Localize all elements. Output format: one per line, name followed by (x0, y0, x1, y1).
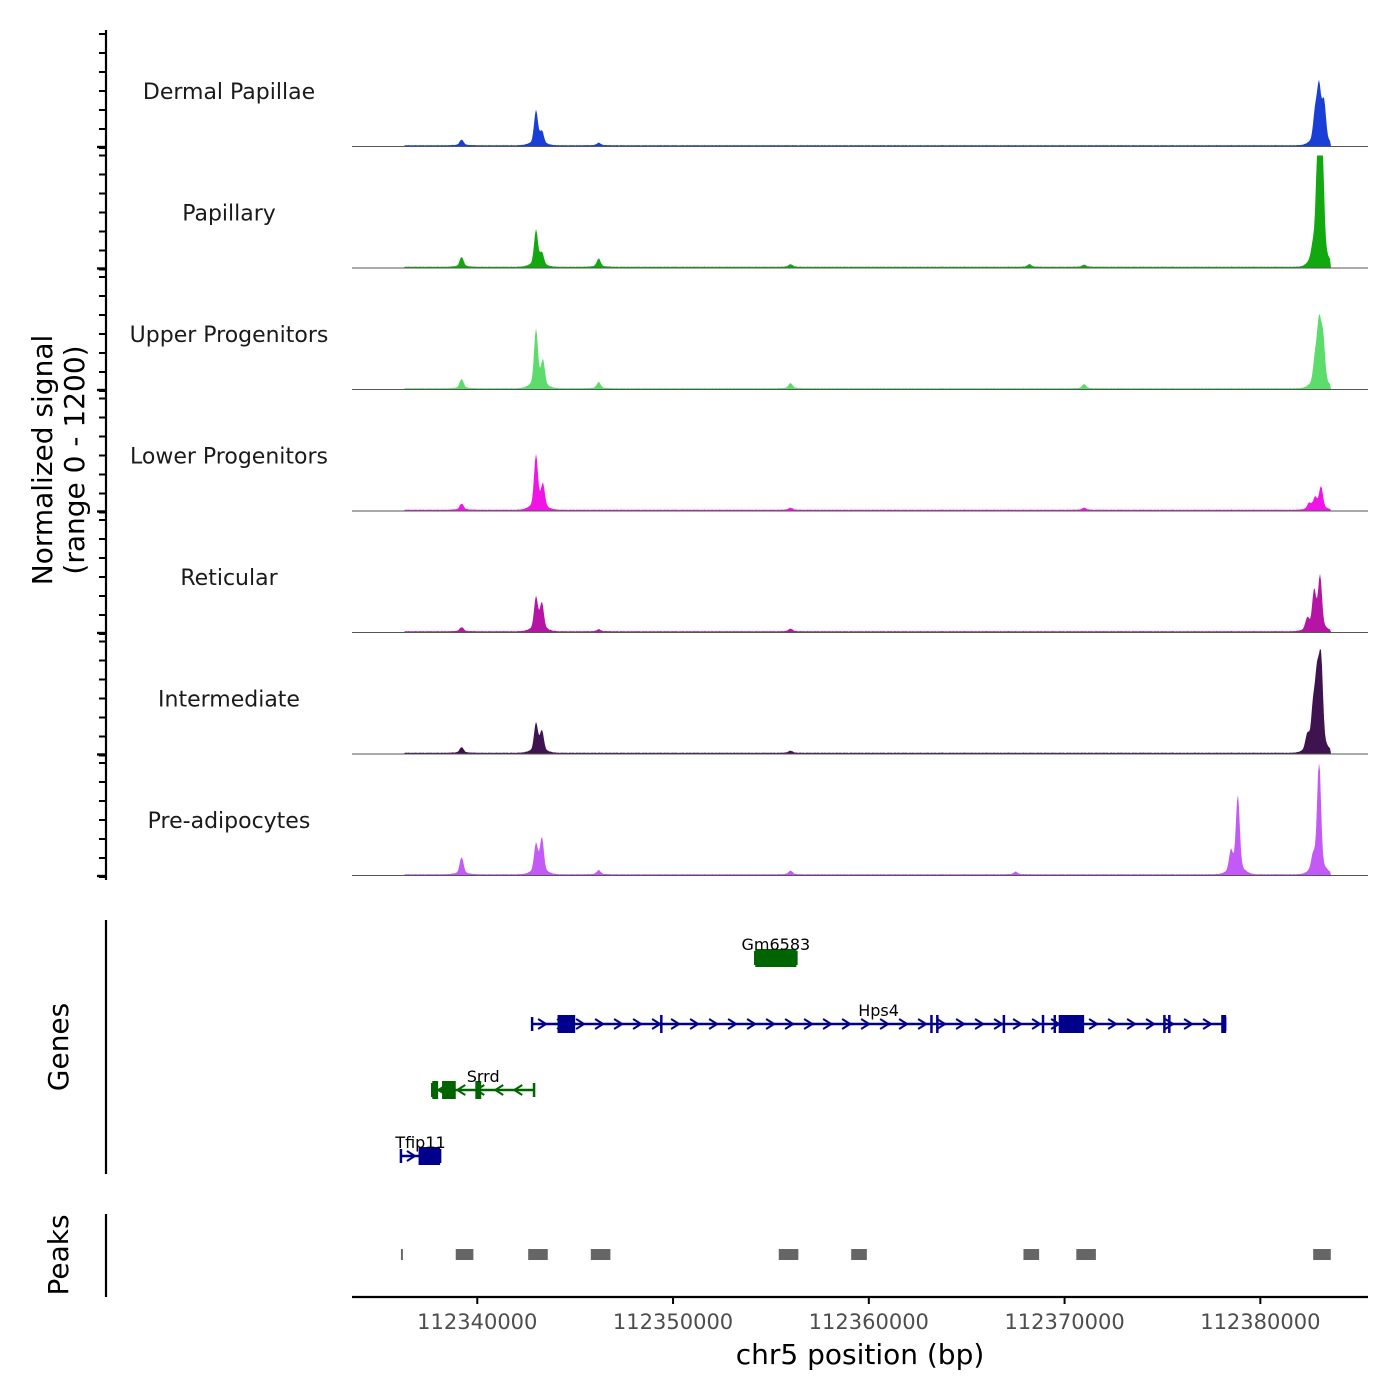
peak-region (1313, 1249, 1331, 1260)
track-label-lower-progenitors: Lower Progenitors (130, 445, 328, 470)
genes-track-title: Genes (42, 1003, 75, 1091)
peak-region (1023, 1249, 1040, 1260)
strand-arrow (493, 1084, 504, 1096)
strand-arrow (841, 1018, 852, 1030)
track-papillary: Papillary (182, 155, 1368, 269)
x-axis-title: chr5 position (bp) (736, 1338, 985, 1371)
strand-arrow (455, 1084, 466, 1096)
strand-arrow (784, 1018, 795, 1030)
gene-exon (432, 1081, 439, 1099)
track-lower-progenitors: Lower Progenitors (130, 445, 1368, 512)
gene-exon (442, 1081, 456, 1099)
strand-arrow (1183, 1018, 1194, 1030)
strand-arrow (955, 1018, 966, 1030)
peak-region (400, 1249, 403, 1260)
peak-region (851, 1249, 867, 1260)
strand-arrow (1126, 1018, 1137, 1030)
strand-arrow (917, 1018, 928, 1030)
gene-label-srrd: Srrd (467, 1067, 500, 1086)
strand-arrow (993, 1018, 1004, 1030)
peak-region (1076, 1249, 1096, 1260)
strand-arrow (1145, 1018, 1156, 1030)
track-dermal-papillae: Dermal Papillae (143, 79, 1368, 147)
strand-arrow (1107, 1018, 1118, 1030)
coverage-tracks: Dermal Papillae Papillary Upper Progenitor… (130, 79, 1368, 876)
strand-arrow (746, 1018, 757, 1030)
gene-exon (755, 949, 797, 967)
x-tick-label: 112360000 (809, 1310, 929, 1334)
strand-arrow (974, 1018, 985, 1030)
peak-region (528, 1249, 548, 1260)
gene-gm6583: Gm6583 (741, 935, 810, 967)
strand-arrow (594, 1018, 605, 1030)
peak-region (590, 1249, 611, 1260)
strand-arrow (1088, 1018, 1099, 1030)
gene-exon (557, 1015, 576, 1033)
strand-arrow (708, 1018, 719, 1030)
gene-exon (418, 1147, 441, 1165)
gene-hps4: Hps4 (530, 1001, 1227, 1033)
track-label-intermediate: Intermediate (158, 688, 300, 713)
strand-arrow (898, 1018, 909, 1030)
peak-region (778, 1249, 799, 1260)
x-tick-label: 112350000 (613, 1310, 733, 1334)
x-tick-label: 112370000 (1004, 1310, 1124, 1334)
strand-arrow (512, 1084, 523, 1096)
strand-arrow (727, 1018, 738, 1030)
strand-arrow (1164, 1018, 1175, 1030)
track-label-papillary: Papillary (182, 202, 276, 227)
strand-arrow (689, 1018, 700, 1030)
gene-exon (475, 1081, 482, 1099)
track-label-dermal-papillae: Dermal Papillae (143, 80, 315, 105)
gene-label-hps4: Hps4 (858, 1001, 899, 1020)
strand-arrow (575, 1018, 586, 1030)
x-tick-label: 112340000 (417, 1310, 537, 1334)
strand-arrow (765, 1018, 776, 1030)
strand-arrow (1031, 1018, 1042, 1030)
strand-arrow (879, 1018, 890, 1030)
gene-label-tfip11: Tfip11 (394, 1133, 445, 1152)
strand-arrow (1012, 1018, 1023, 1030)
gene-srrd: Srrd (431, 1067, 536, 1099)
strand-arrow (803, 1018, 814, 1030)
genes-track: Gm6583 Hps4 Srrd Tfip11 (104, 920, 1227, 1174)
signal-y-axis (97, 30, 108, 880)
track-label-reticular: Reticular (180, 566, 278, 591)
peak-region (455, 1249, 474, 1260)
strand-arrow (936, 1018, 947, 1030)
track-reticular: Reticular (180, 566, 1368, 633)
track-pre-adipocytes: Pre-adipocytes (148, 763, 1368, 876)
y-axis-title-line2: (range 0 - 1200) (58, 345, 91, 574)
strand-arrow (632, 1018, 643, 1030)
track-label-pre-adipocytes: Pre-adipocytes (148, 809, 311, 834)
strand-arrow (822, 1018, 833, 1030)
gene-label-gm6583: Gm6583 (741, 935, 810, 954)
strand-arrow (613, 1018, 624, 1030)
track-intermediate: Intermediate (158, 648, 1368, 755)
strand-arrow (537, 1018, 548, 1030)
strand-arrow (1202, 1018, 1213, 1030)
gene-exon (1221, 1015, 1227, 1033)
peaks-track-title: Peaks (42, 1214, 75, 1295)
peaks-track (104, 1214, 1331, 1297)
gene-tfip11: Tfip11 (394, 1133, 446, 1165)
y-axis-title-line1: Normalized signal (26, 335, 59, 586)
gene-exon (1058, 1015, 1085, 1033)
track-label-upper-progenitors: Upper Progenitors (130, 323, 329, 348)
x-tick-label: 112380000 (1200, 1310, 1320, 1334)
strand-arrow (860, 1018, 871, 1030)
strand-arrow (406, 1150, 417, 1162)
strand-arrow (670, 1018, 681, 1030)
track-upper-progenitors: Upper Progenitors (130, 314, 1368, 390)
x-axis: 112340000 112350000 112360000 112370000 1123… (352, 1295, 1368, 1334)
